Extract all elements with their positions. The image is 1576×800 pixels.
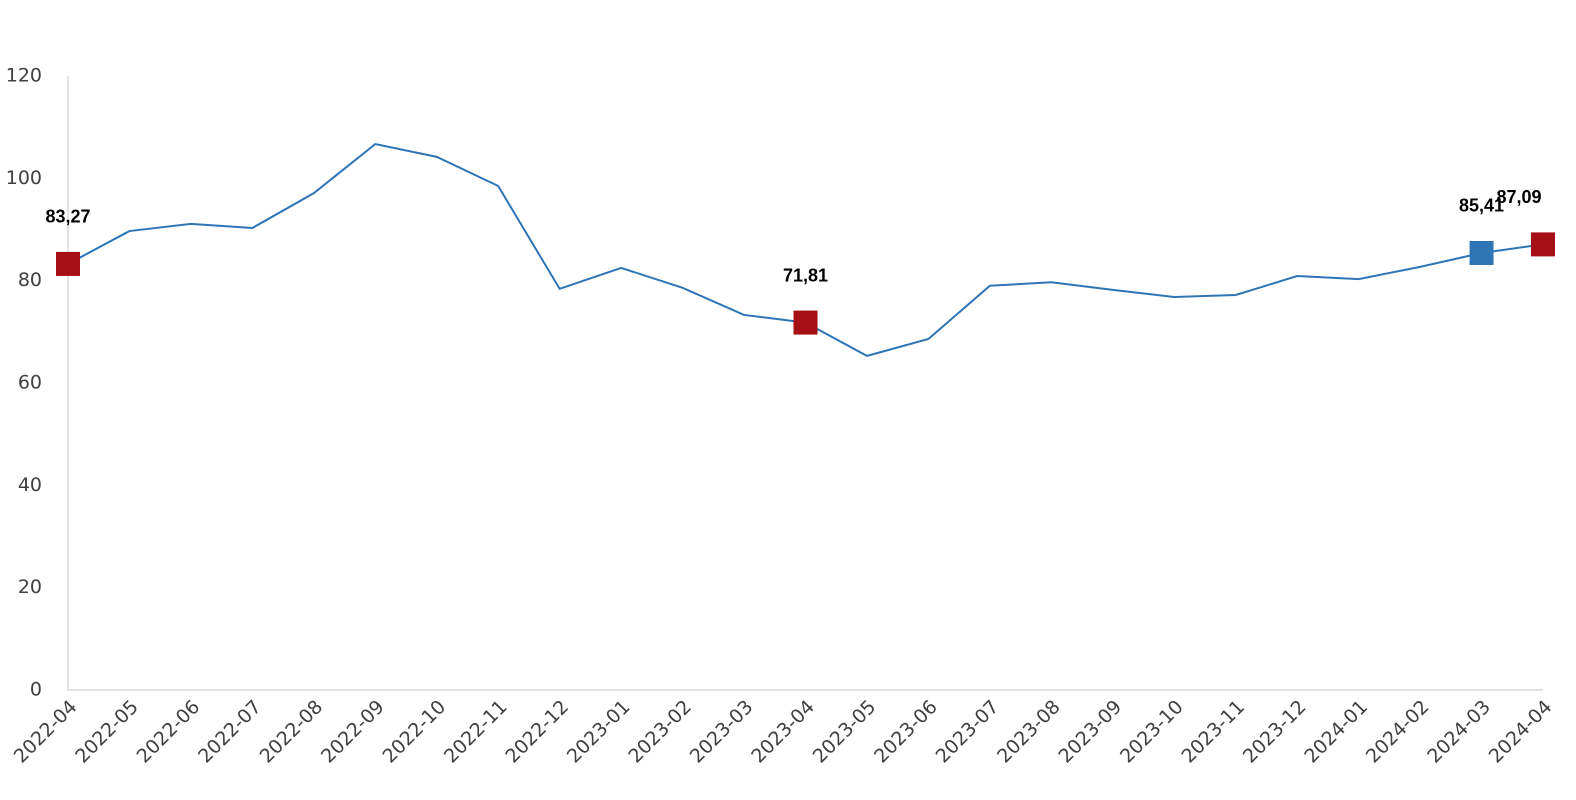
x-tick-label: 2023-10 — [1116, 696, 1188, 768]
x-tick-label: 2023-02 — [624, 696, 696, 768]
y-tick-label: 40 — [18, 474, 42, 496]
x-tick-label: 2022-12 — [501, 696, 573, 768]
data-label: 83,27 — [45, 207, 90, 227]
data-label: 87,09 — [1496, 187, 1541, 207]
x-tick-label: 2023-07 — [932, 696, 1004, 768]
data-label: 85,41 — [1459, 196, 1504, 216]
y-tick-label: 120 — [6, 65, 42, 87]
marker — [56, 251, 80, 276]
x-tick-label: 2022-10 — [378, 696, 450, 768]
x-tick-label: 2023-12 — [1239, 696, 1311, 768]
x-tick-label: 2023-09 — [1055, 696, 1127, 768]
x-tick-label: 2022-04 — [10, 696, 82, 768]
y-tick-label: 20 — [18, 576, 42, 598]
y-tick-label: 100 — [6, 167, 42, 189]
x-tick-label: 2022-05 — [71, 696, 143, 768]
x-tick-label: 2022-11 — [440, 696, 512, 768]
x-tick-label: 2023-04 — [747, 696, 819, 768]
marker — [793, 310, 818, 335]
x-tick-label: 2024-04 — [1485, 696, 1557, 768]
x-tick-label: 2022-09 — [317, 696, 389, 768]
y-tick-label: 0 — [30, 679, 42, 701]
x-tick-label: 2022-07 — [194, 696, 266, 768]
x-tick-label: 2024-03 — [1423, 696, 1495, 768]
x-tick-label: 2023-06 — [870, 696, 942, 768]
data-label: 71,81 — [783, 265, 828, 285]
x-tick-label: 2024-02 — [1362, 696, 1434, 768]
x-tick-label: 2023-01 — [563, 696, 635, 768]
x-tick-label: 2023-03 — [686, 696, 758, 768]
x-tick-label: 2023-11 — [1177, 696, 1249, 768]
y-tick-label: 80 — [18, 269, 42, 291]
x-tick-label: 2023-05 — [809, 696, 881, 768]
x-tick-label: 2022-06 — [133, 696, 205, 768]
x-tick-label: 2023-08 — [993, 696, 1065, 768]
y-tick-label: 60 — [18, 372, 42, 394]
marker — [1469, 240, 1494, 265]
marker — [1531, 232, 1555, 257]
x-tick-label: 2024-01 — [1300, 696, 1372, 768]
x-tick-label: 2022-08 — [256, 696, 328, 768]
